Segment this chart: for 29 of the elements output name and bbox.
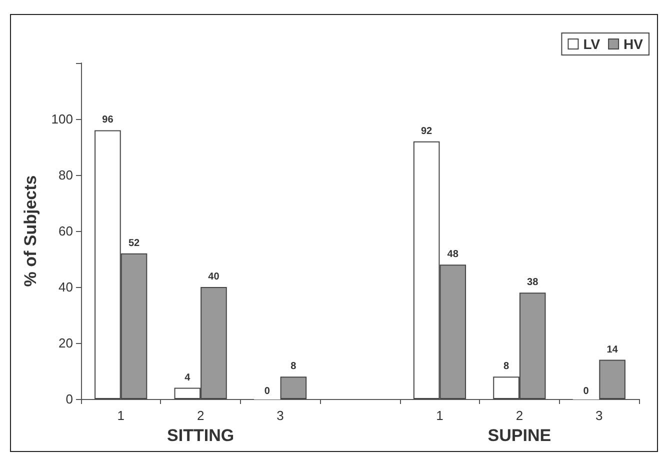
x-tick-label: 1 xyxy=(117,408,124,423)
data-label: 52 xyxy=(128,238,140,249)
data-label: 8 xyxy=(290,361,297,372)
data-label: 92 xyxy=(421,126,433,137)
data-label: 38 xyxy=(527,277,539,288)
data-label: 8 xyxy=(503,361,510,372)
y-tick-label: 60 xyxy=(58,224,73,238)
x-tick-label: 2 xyxy=(516,408,524,423)
data-label: 48 xyxy=(447,249,459,260)
x-tick-label: 3 xyxy=(596,408,603,423)
data-label: 96 xyxy=(102,114,114,126)
x-tick-label: 3 xyxy=(276,408,284,423)
y-tick-label: 100 xyxy=(51,112,73,126)
data-label: 14 xyxy=(606,344,618,356)
legend-label: LV xyxy=(583,36,601,52)
text: SUPINE xyxy=(488,426,552,445)
data-label: 40 xyxy=(208,272,220,282)
y-tick-label: 0 xyxy=(66,392,73,406)
y-tick-label: 40 xyxy=(58,280,73,294)
legend-label: HV xyxy=(624,36,644,52)
data-label: 4 xyxy=(184,372,191,384)
y-axis-title: % of Subjects xyxy=(21,175,40,287)
y-tick-label: 20 xyxy=(58,336,73,350)
y-tick-label: 80 xyxy=(58,168,73,182)
text: SITTING xyxy=(167,426,234,445)
data-label: 0 xyxy=(264,386,270,397)
data-label: 0 xyxy=(583,386,590,397)
x-tick-label: 1 xyxy=(436,408,444,423)
x-tick-label: 2 xyxy=(196,408,204,423)
